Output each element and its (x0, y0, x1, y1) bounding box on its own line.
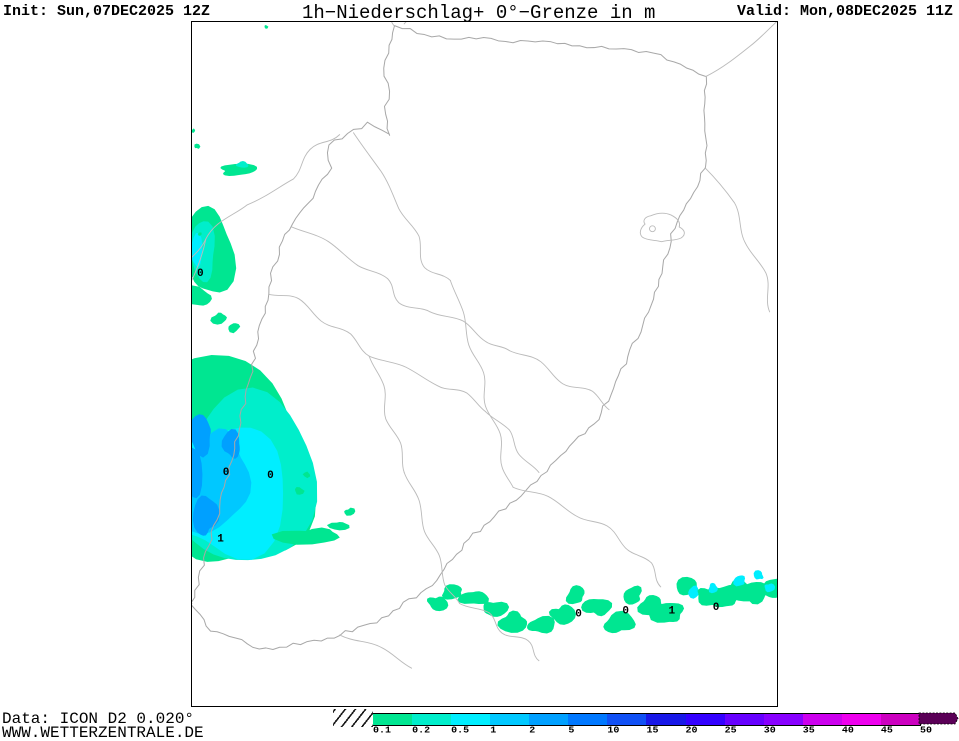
svg-text:0: 0 (713, 602, 720, 614)
svg-text:0: 0 (223, 467, 230, 479)
svg-text:0: 0 (622, 606, 629, 618)
svg-text:0: 0 (575, 608, 582, 620)
svg-text:0: 0 (267, 470, 274, 482)
svg-text:1: 1 (217, 534, 224, 546)
svg-text:0: 0 (197, 268, 204, 280)
svg-text:1: 1 (668, 606, 675, 618)
